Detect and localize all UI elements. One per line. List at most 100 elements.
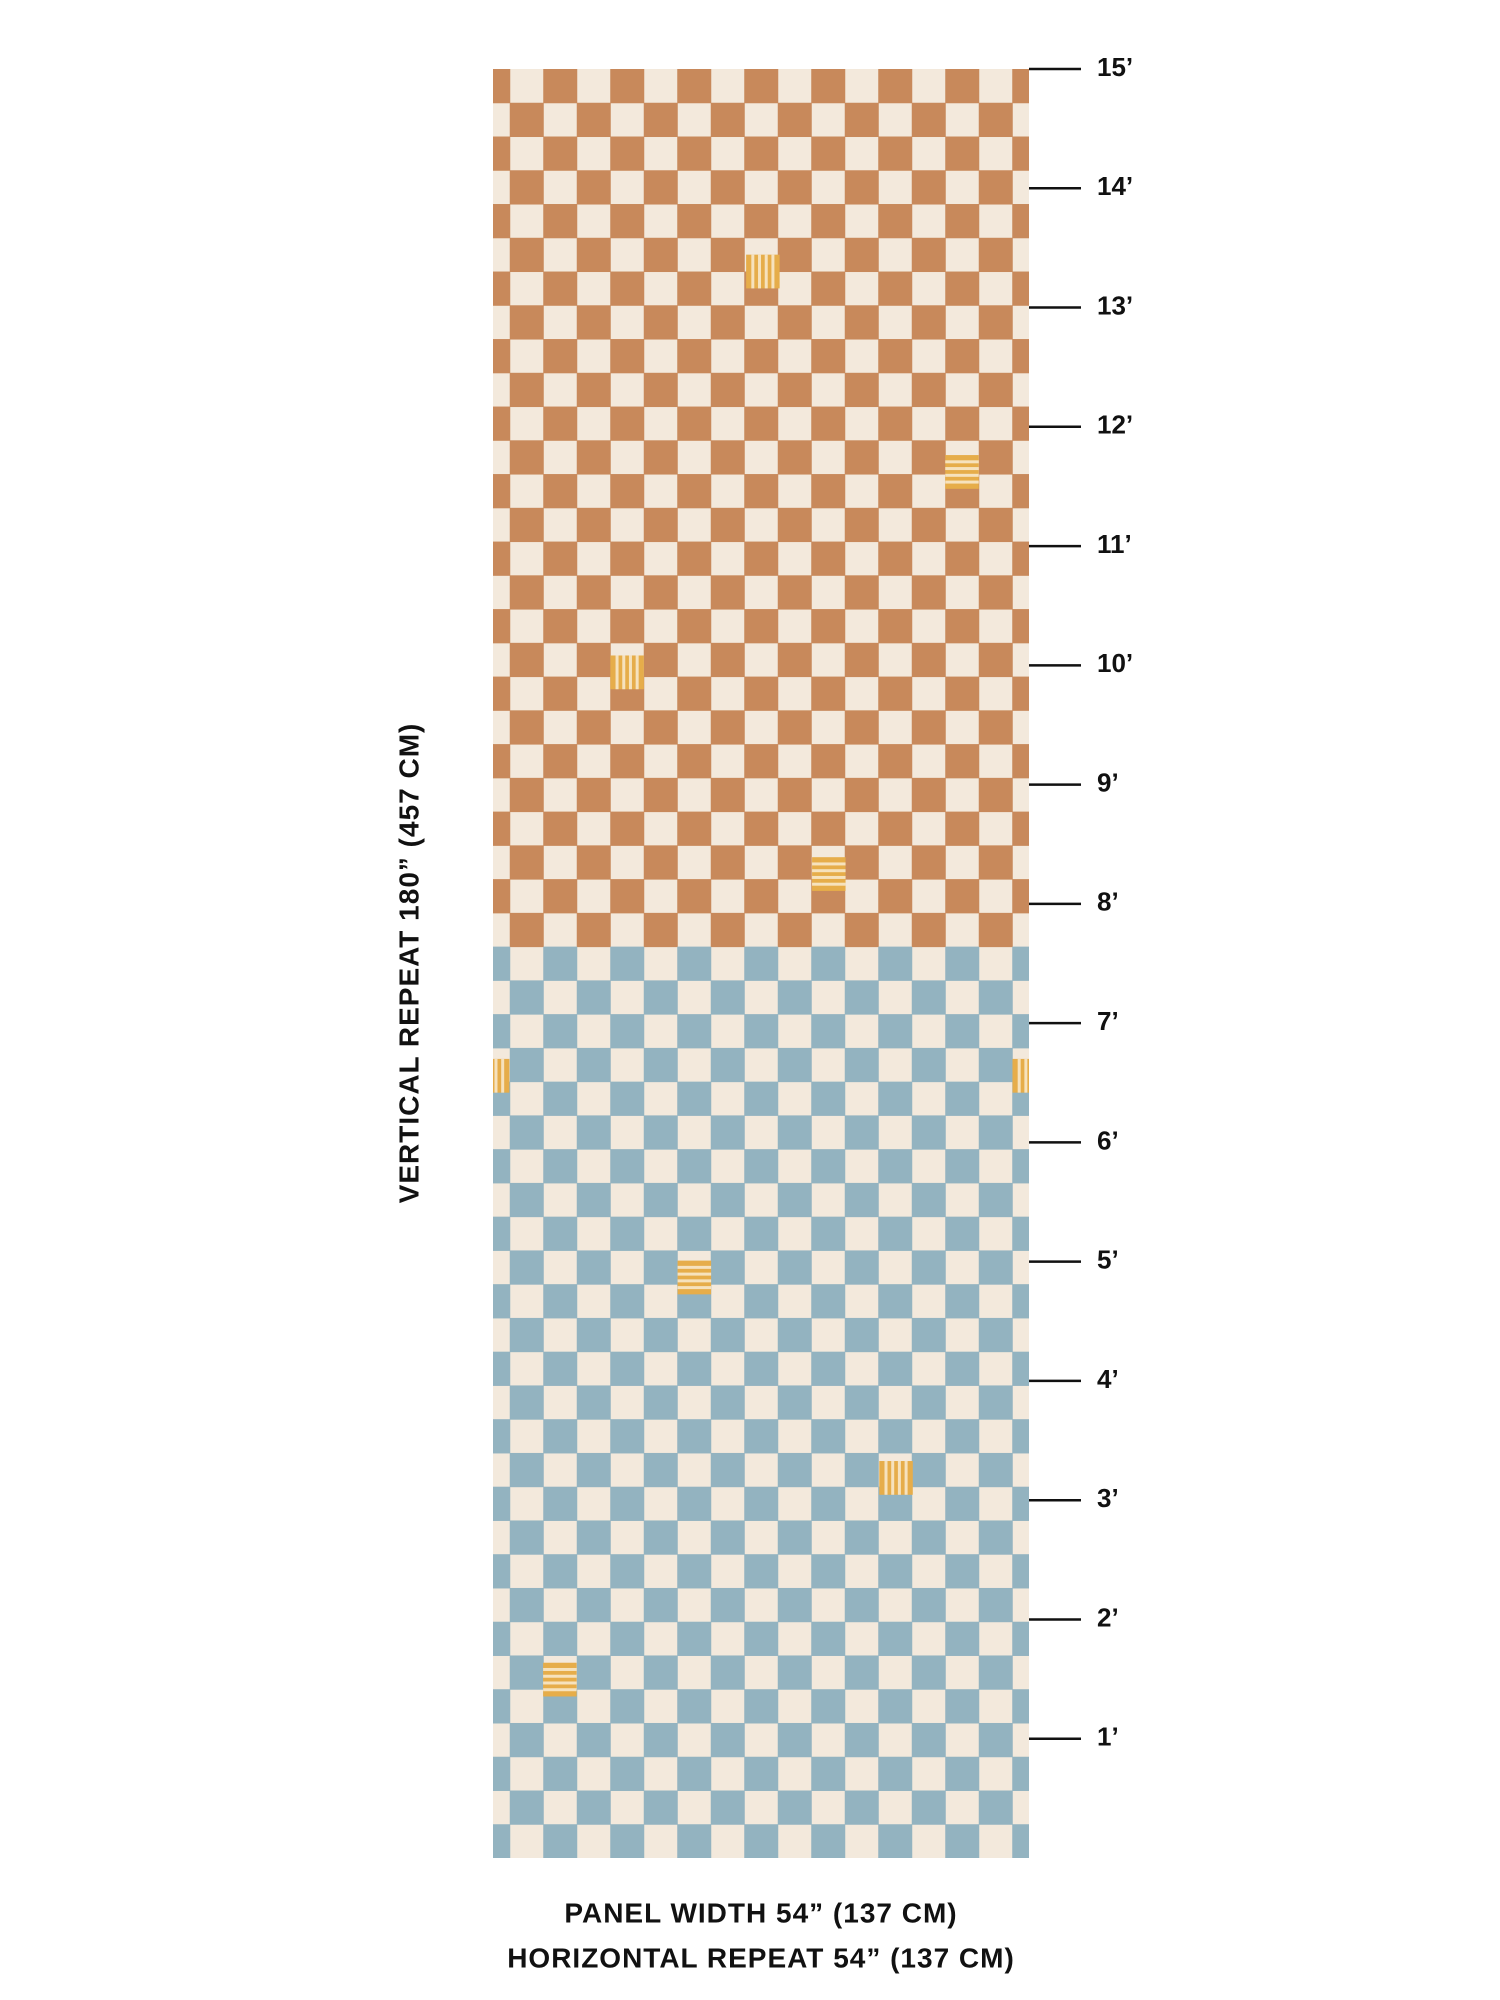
tile — [677, 676, 712, 711]
tile — [576, 1722, 611, 1758]
tile — [677, 1351, 712, 1386]
tile — [844, 912, 879, 948]
accent-stripe — [758, 254, 762, 289]
tile — [911, 710, 946, 745]
tile — [911, 912, 946, 948]
tile — [811, 676, 846, 711]
tile — [744, 1284, 779, 1319]
tile — [1012, 1621, 1029, 1656]
tile — [1012, 811, 1029, 846]
scale-label: 8’ — [1097, 887, 1119, 917]
tile — [643, 1047, 678, 1083]
tile — [643, 710, 678, 745]
tile — [878, 1621, 913, 1656]
tile — [911, 1587, 946, 1623]
tile — [543, 609, 578, 644]
tile — [643, 1520, 678, 1555]
accent-stripe — [543, 1681, 577, 1685]
tile — [911, 1722, 946, 1758]
tile — [878, 1216, 913, 1251]
scale-label: 5’ — [1097, 1245, 1119, 1275]
tile — [744, 1689, 779, 1724]
tile — [543, 1081, 578, 1116]
tile — [777, 845, 812, 880]
tile — [543, 1216, 578, 1251]
tile — [777, 912, 812, 948]
tile — [777, 777, 812, 813]
tile — [643, 980, 678, 1015]
tile — [978, 710, 1013, 745]
tile — [844, 1182, 879, 1218]
tile — [811, 136, 846, 171]
tile — [744, 811, 779, 846]
scale-label: 15’ — [1097, 52, 1133, 82]
accent-stripe — [945, 480, 979, 484]
tile — [509, 1655, 544, 1690]
tile — [509, 440, 544, 475]
tile — [811, 1621, 846, 1656]
tile — [1012, 1216, 1029, 1251]
tile — [844, 170, 879, 205]
tile — [945, 1554, 980, 1589]
tile — [543, 1621, 578, 1656]
tile — [576, 912, 611, 948]
tile — [1012, 676, 1029, 711]
tile — [945, 1149, 980, 1184]
tile — [844, 642, 879, 678]
tile — [811, 271, 846, 306]
tile — [978, 507, 1013, 543]
tile — [978, 102, 1013, 138]
tile — [677, 474, 712, 509]
tile — [493, 744, 511, 779]
tile — [1012, 271, 1029, 306]
tile — [610, 406, 645, 441]
tile — [978, 1385, 1013, 1420]
tile — [1012, 406, 1029, 441]
tile — [911, 1115, 946, 1150]
tile — [1012, 946, 1029, 981]
tile — [710, 1655, 745, 1690]
tile — [978, 1520, 1013, 1555]
tile — [643, 1452, 678, 1488]
tile — [878, 879, 913, 914]
tile — [777, 440, 812, 475]
tile — [610, 339, 645, 374]
tile — [610, 1216, 645, 1251]
tile — [677, 609, 712, 644]
tile — [677, 1621, 712, 1656]
tile — [811, 946, 846, 981]
tile — [811, 1419, 846, 1454]
tile — [710, 777, 745, 813]
tile — [493, 1621, 511, 1656]
tile — [576, 102, 611, 138]
panel-width: PANEL WIDTH 54” (137 CM) — [564, 1897, 957, 1928]
tile — [811, 1689, 846, 1724]
tile — [844, 507, 879, 543]
tile — [643, 1722, 678, 1758]
accent-tile — [493, 1058, 510, 1093]
tile — [945, 1216, 980, 1251]
tile — [543, 271, 578, 306]
accent-stripe — [945, 467, 979, 471]
tile — [509, 1587, 544, 1623]
tile — [878, 811, 913, 846]
tile — [543, 1014, 578, 1049]
tile — [677, 271, 712, 306]
accent-stripe — [488, 1059, 491, 1093]
tile — [710, 305, 745, 340]
tile — [945, 1621, 980, 1656]
tile — [610, 1149, 645, 1184]
tile — [710, 1722, 745, 1758]
accent-tile — [879, 1461, 913, 1495]
tile — [878, 339, 913, 374]
tile — [576, 1115, 611, 1150]
tile — [677, 946, 712, 981]
tile — [911, 1790, 946, 1825]
tile — [543, 541, 578, 576]
tile — [677, 879, 712, 914]
tile — [978, 1722, 1013, 1758]
tile — [677, 1689, 712, 1724]
accent-stripe — [812, 869, 846, 873]
tile — [493, 1351, 511, 1386]
tile — [945, 676, 980, 711]
